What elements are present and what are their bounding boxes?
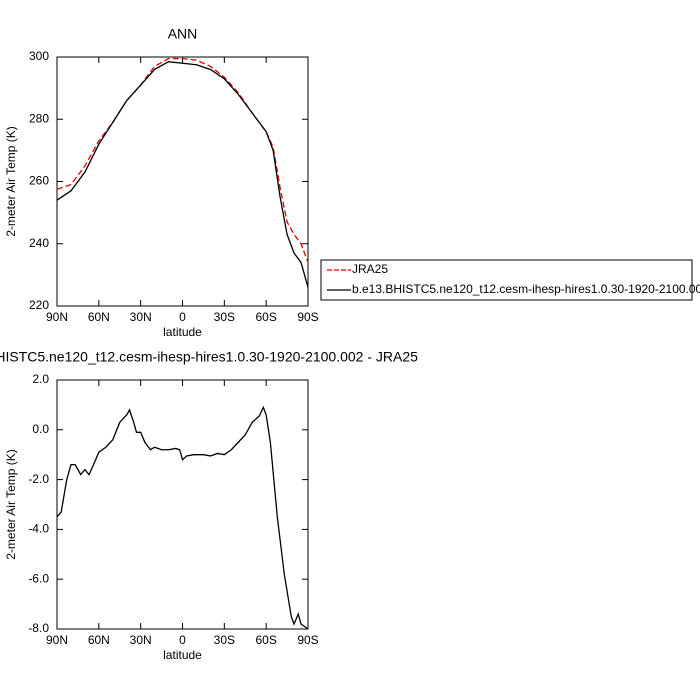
y-tick-label: 0.0 xyxy=(32,422,49,436)
plot-frame xyxy=(56,56,309,307)
y-tick-label: 220 xyxy=(29,298,49,312)
y-tick-label: 2.0 xyxy=(32,372,49,386)
y-tick-label: -4.0 xyxy=(28,522,49,536)
x-tick-label: 60N xyxy=(88,310,110,324)
x-tick-label: 60S xyxy=(255,310,276,324)
x-tick-label: 0 xyxy=(179,310,186,324)
x-tick-label: 90N xyxy=(46,633,68,647)
legend-box xyxy=(320,259,693,301)
x-axis-label: latitude xyxy=(163,325,202,339)
legend-label: JRA25 xyxy=(352,262,388,276)
x-tick-label: 60S xyxy=(255,633,276,647)
x-tick-label: 90S xyxy=(297,310,318,324)
data-line xyxy=(56,57,309,263)
x-tick-label: 60N xyxy=(88,633,110,647)
x-tick-label: 90S xyxy=(297,633,318,647)
y-tick-label: 260 xyxy=(29,174,49,188)
plot-frame xyxy=(56,379,309,630)
y-tick-label: -6.0 xyxy=(28,571,49,585)
chart-title: b.e13.BHISTC5.ne120_t12.cesm-ihesp-hires… xyxy=(0,349,418,365)
y-tick-label: -2.0 xyxy=(28,472,49,486)
x-axis-label: latitude xyxy=(163,648,202,662)
x-tick-label: 30N xyxy=(130,310,152,324)
legend-label: b.e13.BHISTC5.ne120_t12.cesm-ihesp-hires… xyxy=(352,282,700,296)
y-tick-label: 300 xyxy=(29,49,49,63)
y-tick-label: 240 xyxy=(29,236,49,250)
x-tick-label: 0 xyxy=(179,633,186,647)
y-tick-label: 280 xyxy=(29,111,49,125)
chart-title: ANN xyxy=(168,26,198,42)
y-axis-label: 2-meter Air Temp (K) xyxy=(4,449,18,559)
y-tick-label: -8.0 xyxy=(28,621,49,635)
x-tick-label: 90N xyxy=(46,310,68,324)
y-axis-label: 2-meter Air Temp (K) xyxy=(4,126,18,236)
x-tick-label: 30S xyxy=(214,633,235,647)
x-tick-label: 30N xyxy=(130,633,152,647)
x-tick-label: 30S xyxy=(214,310,235,324)
data-line xyxy=(56,60,309,288)
data-line xyxy=(56,405,309,630)
